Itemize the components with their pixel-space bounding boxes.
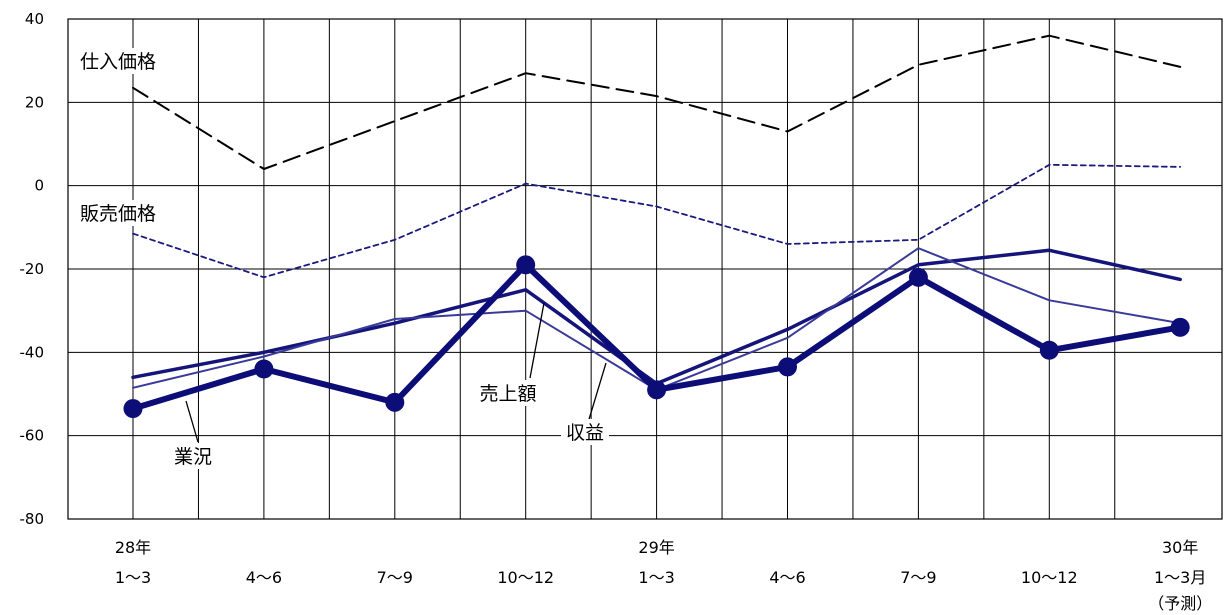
y-tick-label: -40: [20, 343, 45, 361]
series-label: 仕入価格: [80, 51, 156, 73]
data-point-marker: [385, 392, 405, 412]
label-background: [76, 200, 164, 226]
series-label: 販売価格: [80, 203, 156, 225]
data-point-marker: [1039, 340, 1059, 360]
data-point-marker: [516, 255, 536, 275]
y-tick-label: -60: [20, 427, 45, 445]
series-lines: [123, 34, 1190, 419]
series-label: 業況: [174, 446, 212, 468]
data-point-marker: [254, 359, 274, 379]
x-axis-ticks: 28年 29年 30年 1～3 4～6 7～9 10～12 1～3 4～6 7～9 10～12 1～3…: [115, 538, 1212, 613]
label-background: [76, 48, 164, 74]
data-point-marker: [123, 399, 143, 419]
series-line: [132, 163, 1182, 279]
data-point-marker: [1170, 317, 1190, 337]
x-tick-label: （予測）: [1148, 594, 1212, 613]
x-tick-label: 1～3: [115, 568, 151, 587]
x-tick-label: 4～6: [246, 568, 282, 587]
series-label: 売上額: [479, 383, 536, 405]
x-tick-label: 10～12: [1021, 568, 1078, 587]
x-tick-label: 1～3: [638, 568, 674, 587]
x-tick-label: 7～9: [377, 568, 413, 587]
x-tick-label: 4～6: [769, 568, 805, 587]
y-tick-label: 0: [34, 177, 44, 195]
data-point-marker: [778, 357, 797, 377]
label-background: [169, 443, 217, 469]
label-background: [561, 419, 609, 445]
grid: [67, 18, 1223, 520]
leader-line: [529, 302, 545, 379]
x-tick-label: 28年: [115, 538, 151, 557]
series-label: 収益: [566, 422, 604, 444]
x-tick-label: 7～9: [900, 568, 936, 587]
data-point-marker: [647, 380, 667, 400]
y-tick-label: -80: [20, 510, 45, 528]
label-background: [474, 380, 542, 406]
data-point-marker: [908, 267, 928, 287]
series-line: [132, 34, 1182, 170]
y-tick-label: 20: [25, 93, 44, 111]
x-tick-label: 30年: [1162, 538, 1198, 557]
y-tick-label: -20: [20, 260, 45, 278]
leader-line: [586, 362, 607, 427]
x-tick-label: 1～3月: [1154, 568, 1206, 587]
y-axis-ticks: 40 20 0 -20 -40 -60 -80: [20, 10, 45, 528]
y-tick-label: 40: [25, 10, 44, 28]
leader-line: [185, 400, 199, 443]
x-tick-label: 29年: [638, 538, 674, 557]
x-tick-label: 10～12: [497, 568, 554, 587]
